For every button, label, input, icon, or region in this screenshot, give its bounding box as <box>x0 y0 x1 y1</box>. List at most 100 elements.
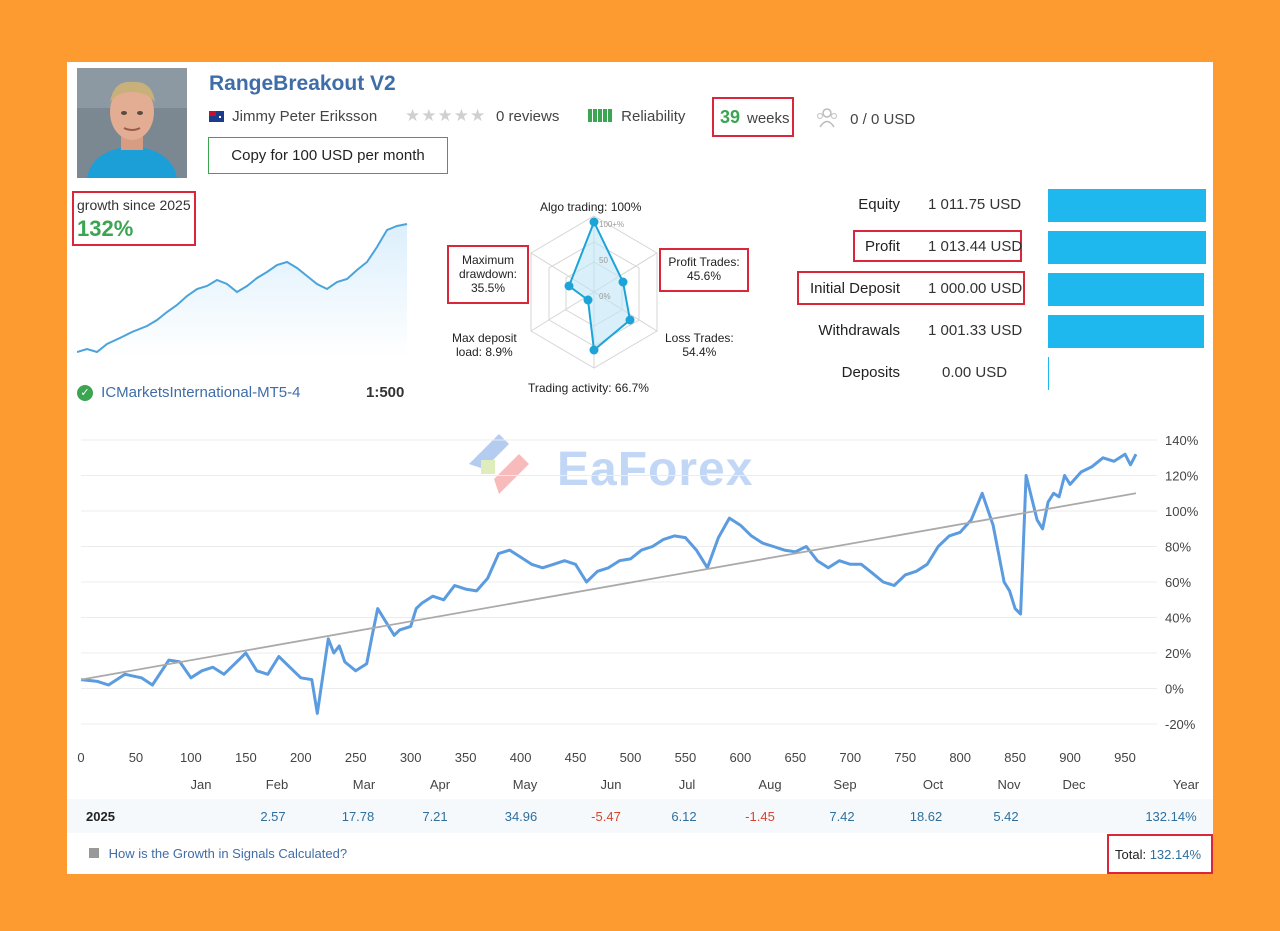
monthly-value: 34.96 <box>504 809 538 824</box>
growth-box: growth since 2025 132% <box>72 191 196 246</box>
watermark-logo-icon <box>469 434 529 494</box>
y-tick-label: 140% <box>1165 433 1199 448</box>
radar-drawdown-label-1: Maximum <box>461 253 514 267</box>
stat-profit-bar <box>1048 231 1206 264</box>
radar-loss: Loss Trades: 54.4% <box>665 331 734 359</box>
monthly-value: 7.42 <box>829 809 855 824</box>
stat-withdrawals-value: 1 001.33 USD <box>928 322 1023 339</box>
reviews-link[interactable]: 0 reviews <box>496 108 560 125</box>
growth-sparkline <box>77 223 408 357</box>
growth-since-label: growth since 2025 <box>77 197 191 213</box>
x-tick-label: 600 <box>730 750 752 765</box>
monthly-value: -1.45 <box>745 809 775 824</box>
total-box: Total: 132.14% <box>1107 834 1213 874</box>
month-label: Apr <box>430 777 451 792</box>
reliability[interactable]: Reliability <box>588 108 685 126</box>
radar-profit-box: Profit Trades: 45.6% <box>659 248 749 292</box>
copy-button[interactable]: Copy for 100 USD per month <box>208 137 448 174</box>
author-name: Jimmy Peter Eriksson <box>232 108 378 125</box>
radar-drawdown-value: 35.5% <box>470 281 506 295</box>
avatar-photo <box>77 68 187 178</box>
subscribers-icon <box>816 108 838 132</box>
y-tick-label: 80% <box>1165 540 1191 555</box>
stat-withdrawals-bar <box>1048 315 1204 348</box>
x-tick-label: 50 <box>129 750 143 765</box>
radar-loss-label: Loss Trades: <box>665 331 734 345</box>
month-label: Oct <box>923 777 944 792</box>
watermark-logo <box>459 424 539 509</box>
stat-initial-deposit-label: Initial Deposit <box>809 280 900 297</box>
stat-withdrawals-label: Withdrawals <box>818 322 900 339</box>
x-tick-label: 900 <box>1059 750 1081 765</box>
monthly-value: 7.21 <box>422 809 448 824</box>
stat-equity-value: 1 011.75 USD <box>928 196 1022 213</box>
reliability-label: Reliability <box>621 108 686 125</box>
y-tick-label: 60% <box>1165 575 1191 590</box>
stat-equity-label: Equity <box>858 196 900 213</box>
x-tick-label: 0 <box>77 750 84 765</box>
x-tick-label: 100 <box>180 750 202 765</box>
monthly-value: 6.12 <box>671 809 697 824</box>
broker-server[interactable]: ✓ ICMarketsInternational-MT5-4 <box>77 384 300 401</box>
weeks-label: weeks <box>747 110 790 127</box>
x-tick-label: 450 <box>565 750 587 765</box>
help-link[interactable]: How is the Growth in Signals Calculated? <box>89 846 347 861</box>
month-label: Nov <box>997 777 1021 792</box>
total-label: Total: <box>1115 847 1147 862</box>
weeks-number: 39 <box>720 107 741 127</box>
month-label: Year <box>1173 777 1200 792</box>
monthly-year-total: 132.14% <box>1145 809 1197 824</box>
signal-card: RangeBreakout V2 Jimmy Peter Eriksson ★★… <box>67 62 1213 874</box>
radar-loss-value: 54.4% <box>682 345 717 359</box>
radar-ring-100: 100+% <box>599 220 624 229</box>
australia-flag-icon <box>209 111 224 122</box>
monthly-value: 18.62 <box>909 809 943 824</box>
growth-chart: 140% 120% 100% 80% 60% 40% 20% 0% -20% 0 50 100 150 2… <box>77 433 1200 792</box>
monthly-value: 17.78 <box>341 809 375 824</box>
radar-activity-label: Trading activity: 66.7% <box>528 381 649 395</box>
radar-ring-50: 50 <box>599 256 608 265</box>
radar-chart: 100+% 50 0% <box>530 215 658 369</box>
radar-ring-0: 0% <box>599 292 611 301</box>
month-label: Aug <box>758 777 781 792</box>
radar-drawdown-box: Maximum drawdown: 35.5% <box>447 245 529 304</box>
monthly-value: -5.47 <box>591 809 621 824</box>
monthly-row-bg <box>67 799 1213 833</box>
x-tick-label: 700 <box>839 750 861 765</box>
stat-profit-label: Profit <box>864 238 900 255</box>
stat-initial-deposit-bar <box>1048 273 1204 306</box>
verified-check-icon: ✓ <box>77 385 93 401</box>
help-link-text: How is the Growth in Signals Calculated? <box>108 846 348 861</box>
stat-deposits-label: Deposits <box>841 364 900 381</box>
radar-deposit-value: load: 8.9% <box>455 345 513 359</box>
month-label: Mar <box>353 777 376 792</box>
avatar[interactable] <box>77 68 187 178</box>
leverage: 1:500 <box>366 384 405 401</box>
signal-title[interactable]: RangeBreakout V2 <box>209 72 396 95</box>
x-tick-label: 850 <box>1004 750 1026 765</box>
trend-line <box>80 492 1137 681</box>
y-tick-label: -20% <box>1165 717 1196 732</box>
help-icon <box>89 848 99 858</box>
growth-value: 132% <box>77 216 134 241</box>
month-label: Jan <box>191 777 212 792</box>
month-label: Jun <box>601 777 622 792</box>
broker-name: ICMarketsInternational-MT5-4 <box>101 384 301 401</box>
subscribers[interactable]: 0 / 0 USD <box>816 108 915 132</box>
x-tick-label: 300 <box>400 750 422 765</box>
stat-deposits-bar <box>1048 357 1049 390</box>
radar-algo-label: Algo trading: 100% <box>540 200 642 214</box>
radar-deposit-load: Max deposit load: 8.9% <box>452 331 517 359</box>
total-value: 132.14% <box>1149 847 1202 862</box>
author[interactable]: Jimmy Peter Eriksson <box>209 108 377 125</box>
y-tick-label: 20% <box>1165 646 1191 661</box>
monthly-year: 2025 <box>86 809 115 824</box>
stat-deposits-value: 0.00 USD <box>942 364 1008 381</box>
stat-profit-value: 1 013.44 USD <box>928 238 1023 255</box>
x-tick-label: 400 <box>510 750 532 765</box>
x-tick-label: 350 <box>455 750 477 765</box>
y-tick-label: 100% <box>1165 504 1199 519</box>
month-label: Feb <box>266 777 288 792</box>
radar-drawdown-label-2: drawdown: <box>458 267 518 281</box>
x-tick-label: 950 <box>1114 750 1136 765</box>
